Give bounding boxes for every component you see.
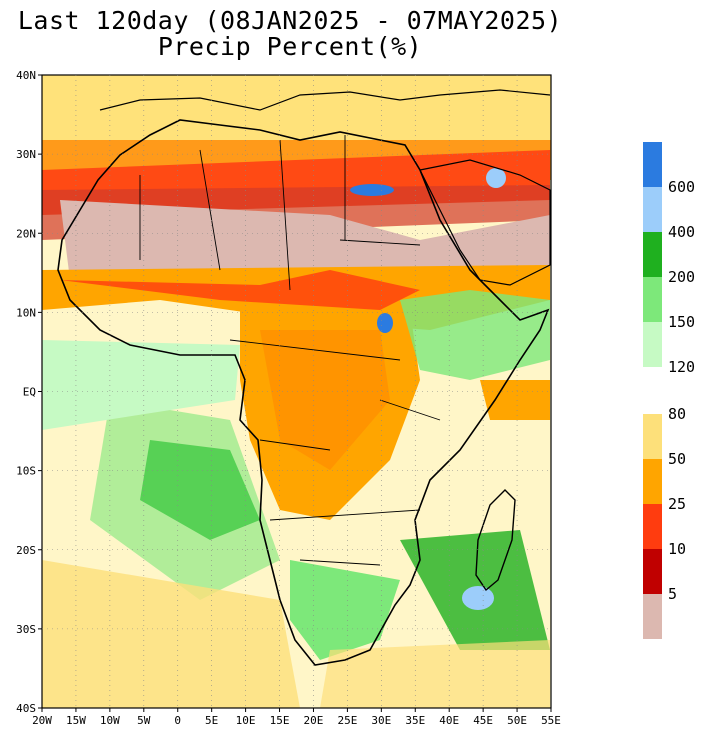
lon-tick-label: 10E — [236, 714, 256, 727]
legend-label: 200 — [668, 268, 695, 286]
lat-tick-label: 40N — [16, 69, 36, 82]
legend-swatch — [643, 187, 662, 232]
lon-tick-label: 20W — [32, 714, 52, 727]
legend-label: 120 — [668, 358, 695, 376]
legend-swatch — [643, 594, 662, 639]
legend-swatch — [643, 277, 662, 322]
lon-tick-label: 30E — [371, 714, 391, 727]
legend-swatch — [643, 549, 662, 594]
legend-label: 400 — [668, 223, 695, 241]
lon-tick-label: 20E — [304, 714, 324, 727]
lon-tick-label: 15E — [270, 714, 290, 727]
graticule — [42, 75, 551, 708]
legend-lower: 80 50 25 10 5 — [643, 405, 686, 639]
lon-tick-label: 5E — [205, 714, 218, 727]
madagascar-outline — [475, 489, 516, 592]
legend-upper: 600 400 200 150 120 — [643, 142, 695, 376]
lon-tick-label: 55E — [541, 714, 561, 727]
legend-label: 10 — [668, 540, 686, 558]
legend-label: 600 — [668, 178, 695, 196]
lat-tick-label: 10S — [16, 465, 36, 478]
lon-tick-label: 5W — [137, 714, 151, 727]
europe-coast — [99, 89, 551, 111]
legend-swatch — [643, 459, 662, 504]
legend-swatch — [643, 322, 662, 367]
lon-tick-label: 10W — [100, 714, 120, 727]
lat-tick-label: 10N — [16, 306, 36, 319]
lon-axis: 20W 15W 10W 5W 0 5E 10E 15E 20E 25E 30E 35E 40E 45E 50… — [32, 714, 561, 727]
lat-tick-label: 20S — [16, 544, 36, 557]
lon-tick-label: 45E — [473, 714, 493, 727]
lon-tick-label: 50E — [507, 714, 527, 727]
lat-tick-label: 40S — [16, 702, 36, 715]
legend-swatch — [643, 504, 662, 549]
legend-swatch — [643, 232, 662, 277]
lon-tick-label: 25E — [337, 714, 357, 727]
country-borders — [139, 135, 441, 566]
lon-tick-label: 35E — [405, 714, 425, 727]
lat-tick-label: 30N — [16, 148, 36, 161]
lat-tick-label: 20N — [16, 227, 36, 240]
legend-label: 25 — [668, 495, 686, 513]
arabia-outline — [419, 159, 551, 286]
legend-swatch — [643, 142, 662, 187]
precip-field — [42, 75, 551, 708]
axis-ticks — [38, 74, 552, 712]
africa-coastline — [57, 119, 550, 666]
legend-label: 150 — [668, 313, 695, 331]
lat-tick-label: EQ — [23, 386, 36, 399]
legend-swatch — [643, 414, 662, 459]
lat-tick-label: 30S — [16, 623, 36, 636]
lat-axis: 40N 30N 20N 10N EQ 10S 20S 30S 40S — [16, 69, 36, 715]
legend-label: 50 — [668, 450, 686, 468]
lon-tick-label: 15W — [66, 714, 86, 727]
legend-label: 5 — [668, 585, 677, 603]
lon-tick-label: 0 — [174, 714, 181, 727]
legend-label: 80 — [668, 405, 686, 423]
map-title: Last 120day (08JAN2025 - 07MAY2025) — [17, 6, 563, 35]
lon-tick-label: 40E — [439, 714, 459, 727]
map-subtitle: Precip Percent(%) — [157, 32, 423, 61]
